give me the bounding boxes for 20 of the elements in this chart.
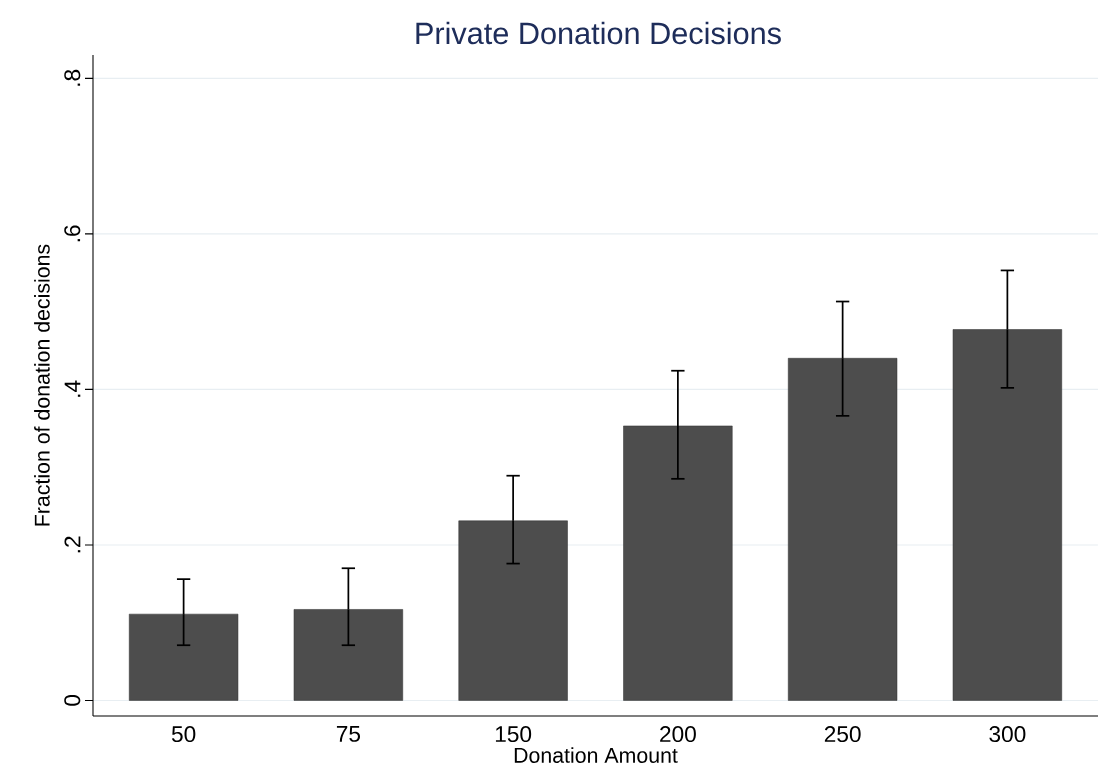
y-tick-label: .8	[64, 69, 81, 86]
y-axis-title: Fraction of donation decisions	[34, 244, 50, 526]
x-tick-label: 150	[495, 726, 532, 743]
y-tick-label: .4	[64, 380, 81, 397]
y-tick-label: .2	[64, 536, 81, 553]
y-tick-label: 0	[64, 695, 81, 706]
y-tick-label: .6	[64, 225, 81, 242]
bar	[128, 613, 239, 701]
x-axis-title: Donation Amount	[514, 747, 678, 763]
bar	[458, 520, 568, 701]
x-tick-label: 250	[824, 726, 861, 743]
chart-title: Private Donation Decisions	[416, 21, 781, 45]
bar	[293, 609, 404, 701]
bar	[787, 358, 898, 701]
bar	[623, 425, 733, 701]
x-tick-label: 50	[171, 726, 196, 743]
bar	[952, 329, 1063, 701]
x-tick-label: 200	[660, 726, 696, 743]
x-tick-label: 300	[989, 726, 1026, 743]
x-tick-label: 75	[336, 726, 361, 742]
